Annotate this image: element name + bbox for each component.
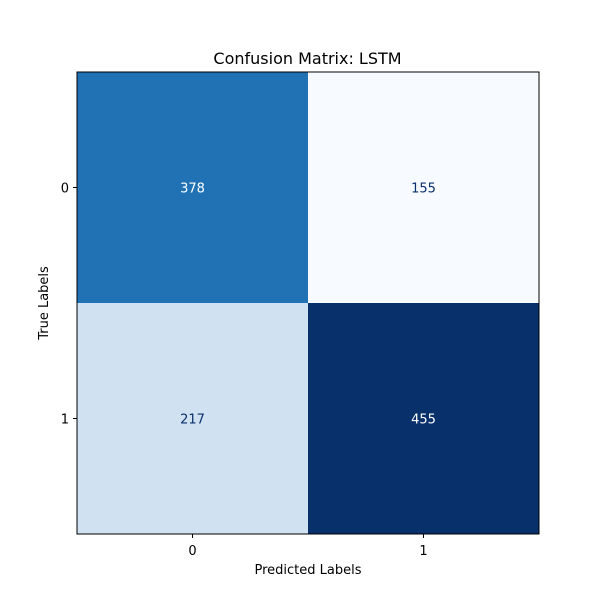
- y-axis-label: True Labels: [37, 266, 52, 341]
- heatmap-cell-1-1: [308, 303, 539, 534]
- y-tick-label-1: 1: [61, 413, 69, 428]
- cell-value-0-1: 155: [411, 182, 436, 197]
- y-tick-label-0: 0: [61, 182, 69, 197]
- plot-frame: [76, 71, 540, 535]
- chart-title: Confusion Matrix: LSTM: [213, 49, 401, 68]
- heatmap-cell-0-0: [77, 72, 308, 303]
- cell-value-1-0: 217: [180, 413, 205, 428]
- heatmap-cell-labels: 378 155 217 455: [180, 182, 436, 428]
- x-tick-label-0: 0: [188, 544, 196, 559]
- heatmap-cell-1-0: [77, 303, 308, 534]
- cell-value-0-0: 378: [180, 182, 205, 197]
- heatmap-cells: [77, 72, 539, 534]
- cell-value-1-1: 455: [411, 413, 436, 428]
- heatmap-cell-0-1: [308, 72, 539, 303]
- x-axis-label: Predicted Labels: [254, 563, 361, 578]
- y-axis-ticks: 01: [61, 182, 77, 428]
- x-tick-label-1: 1: [419, 544, 427, 559]
